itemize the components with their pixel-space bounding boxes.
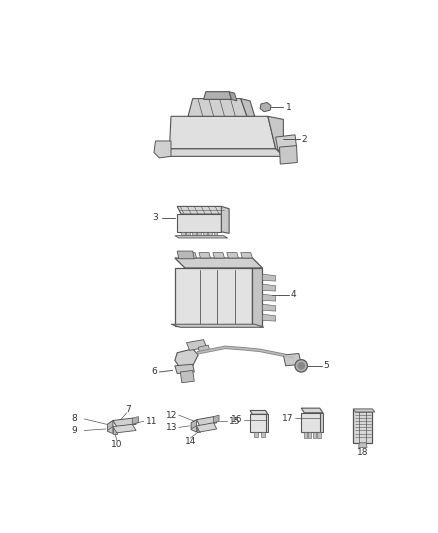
Polygon shape [260,102,271,112]
Polygon shape [214,232,218,237]
Polygon shape [313,432,316,438]
Polygon shape [177,206,225,214]
Polygon shape [198,345,210,353]
Polygon shape [318,432,321,438]
Polygon shape [227,253,238,258]
Polygon shape [213,253,224,258]
Polygon shape [276,135,297,150]
Polygon shape [170,116,276,149]
Polygon shape [113,426,117,433]
Polygon shape [261,432,265,438]
Polygon shape [171,324,264,327]
Polygon shape [268,116,283,154]
Circle shape [295,360,307,372]
Text: 6: 6 [151,367,157,376]
Polygon shape [229,92,237,101]
Polygon shape [320,413,323,432]
Polygon shape [107,421,113,431]
Text: 11: 11 [146,417,158,426]
Polygon shape [197,423,217,432]
Polygon shape [175,268,252,326]
Polygon shape [254,432,258,438]
Polygon shape [262,304,276,311]
Polygon shape [359,443,367,447]
Polygon shape [180,370,194,383]
Polygon shape [175,349,198,368]
Polygon shape [241,99,255,116]
Text: 10: 10 [111,440,123,449]
Polygon shape [301,408,323,413]
Polygon shape [199,253,211,258]
Polygon shape [187,232,191,237]
Polygon shape [192,232,196,237]
Polygon shape [197,417,217,426]
Text: 14: 14 [185,437,196,446]
Text: 7: 7 [126,405,131,414]
Polygon shape [188,99,247,116]
Text: 4: 4 [290,290,296,300]
Polygon shape [191,419,197,432]
Polygon shape [167,149,283,156]
Polygon shape [177,214,221,232]
Polygon shape [175,236,228,238]
Polygon shape [304,432,307,438]
Polygon shape [221,206,229,233]
Polygon shape [353,409,375,412]
Polygon shape [252,268,262,326]
Polygon shape [262,284,276,291]
Polygon shape [181,232,185,237]
Polygon shape [262,274,276,281]
Polygon shape [262,294,276,301]
Polygon shape [308,432,311,438]
Polygon shape [175,364,194,374]
Polygon shape [132,417,138,424]
Text: 16: 16 [231,415,242,424]
Text: 18: 18 [357,448,369,457]
Text: 3: 3 [152,213,158,222]
Polygon shape [113,418,136,426]
Polygon shape [262,314,276,321]
Text: 8: 8 [72,415,78,423]
Circle shape [298,363,304,369]
Polygon shape [113,424,136,433]
Text: 1: 1 [286,102,291,111]
Polygon shape [175,258,262,268]
Polygon shape [203,232,207,237]
Polygon shape [301,413,320,432]
Polygon shape [107,421,113,433]
Text: 12: 12 [166,410,177,419]
Polygon shape [197,426,200,432]
Polygon shape [204,92,231,99]
Polygon shape [214,415,219,423]
Text: 5: 5 [324,361,329,370]
Polygon shape [177,251,194,259]
Text: 9: 9 [72,426,78,435]
Text: 17: 17 [282,414,293,423]
Polygon shape [250,414,265,432]
Polygon shape [279,146,297,164]
Polygon shape [208,232,212,237]
Polygon shape [353,409,372,443]
Polygon shape [187,340,207,350]
Polygon shape [154,141,171,158]
Text: 13: 13 [166,423,177,432]
Polygon shape [241,253,252,258]
Text: 2: 2 [301,135,307,144]
Polygon shape [198,232,201,237]
Polygon shape [185,253,197,258]
Polygon shape [265,414,268,432]
Polygon shape [191,419,197,429]
Polygon shape [283,353,301,366]
Polygon shape [250,410,268,414]
Text: 15: 15 [229,417,240,426]
